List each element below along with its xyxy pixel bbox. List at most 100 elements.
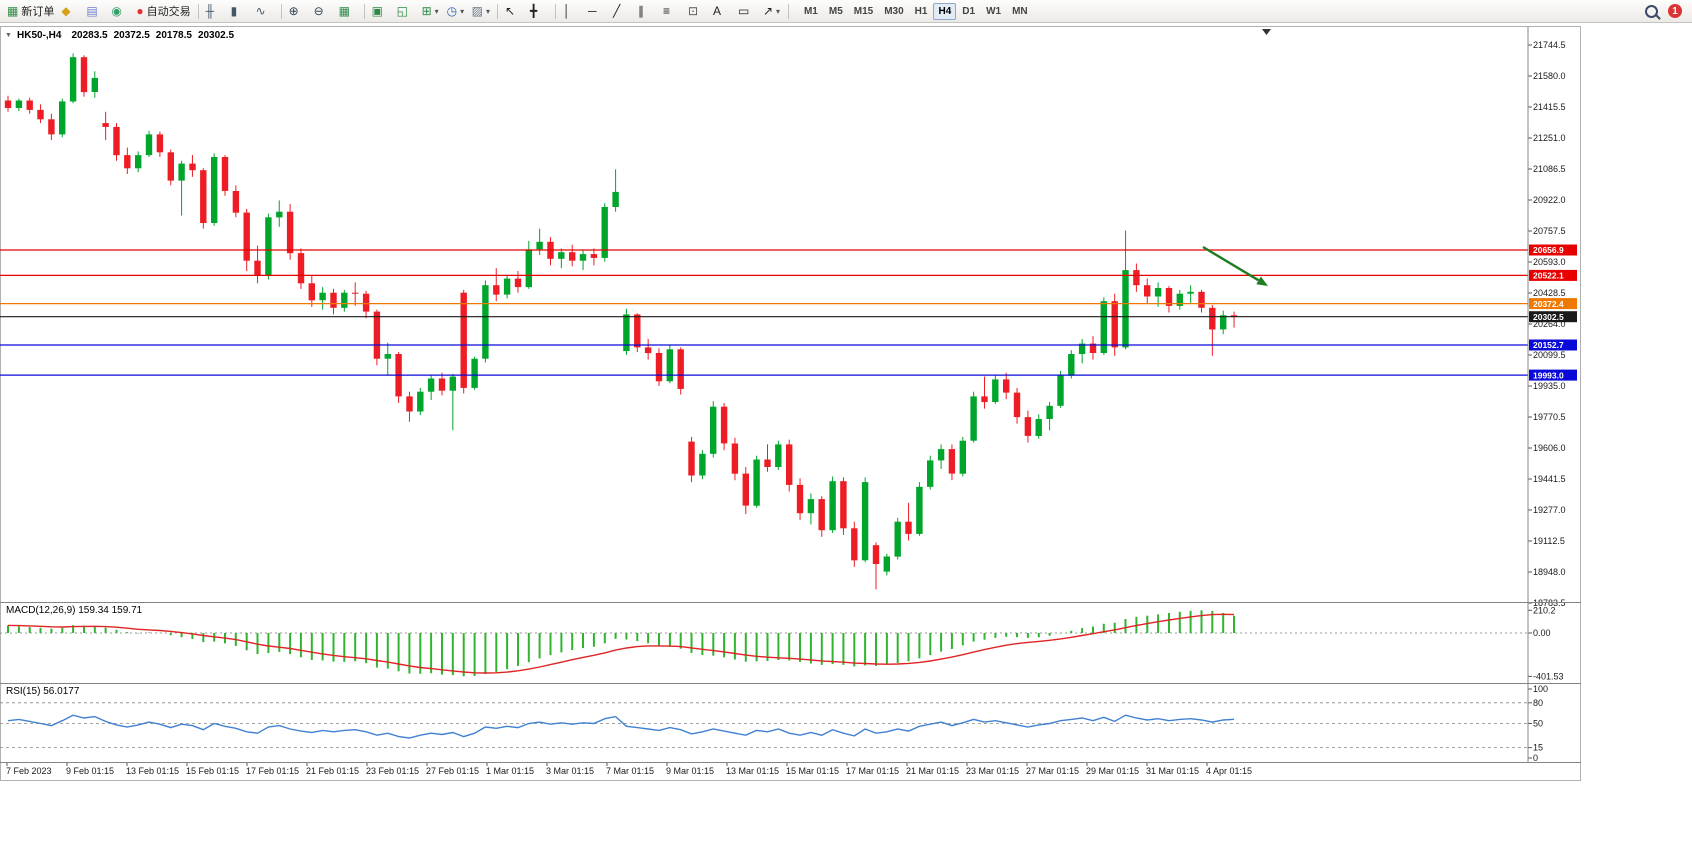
candle-body	[916, 486, 923, 534]
search-icon[interactable]	[1645, 4, 1658, 18]
zoom-in-button[interactable]: ⊕	[286, 1, 310, 22]
profiles-icon: ▤	[86, 4, 98, 18]
candle-body	[764, 459, 771, 467]
line-chart-button[interactable]: ∿	[253, 1, 277, 22]
bar-chart-icon: ╫	[205, 4, 215, 18]
candle-body	[601, 207, 608, 258]
auto-trading-button[interactable]: ● 自动交易	[133, 1, 193, 22]
arrows-button[interactable]: ↗ ▾	[760, 1, 784, 22]
timeframe-m5-button[interactable]: M5	[828, 5, 843, 17]
macd-signal-line	[7, 613, 1235, 674]
chart-high-value: 20372.5	[114, 30, 151, 41]
candle-body	[460, 292, 467, 388]
rsi-line	[7, 714, 1235, 739]
macd-axis-label: 210.2	[1533, 605, 1556, 615]
candle-body	[655, 353, 663, 382]
rsi-axis-label: 80	[1533, 698, 1543, 708]
timeframe-w1-button[interactable]: W1	[986, 5, 1002, 17]
crosshair-button[interactable]: ╋	[527, 1, 551, 22]
rsi-indicator-label: RSI(15) 56.0177	[6, 686, 80, 697]
candle-body	[1046, 405, 1053, 419]
toolbar-separator	[787, 3, 789, 19]
candle-body	[1144, 285, 1151, 297]
candle-body	[482, 285, 489, 359]
price-axis[interactable]: 21744.5 21580.0 21415.5 21251.0 21086.5 20922…	[1528, 40, 1566, 608]
trendline-button[interactable]: ╱	[610, 1, 634, 22]
crosshair-icon: ╋	[529, 4, 538, 18]
channel-icon: ∥	[637, 4, 644, 18]
candle-body	[1089, 343, 1097, 353]
zoom-out-button[interactable]: ⊖	[311, 1, 335, 22]
price-axis-label: 20428.5	[1533, 288, 1566, 298]
candle-body	[514, 278, 522, 288]
candle-body	[362, 293, 370, 312]
time-axis-label: 9 Feb 01:15	[66, 766, 114, 776]
price-tag-label: 20372.4	[1533, 299, 1564, 309]
notification-badge[interactable]: 1	[1668, 4, 1682, 18]
fibonacci-button[interactable]: ≡	[660, 1, 684, 22]
bar-chart-button[interactable]: ╫	[203, 1, 227, 22]
auto-arrange-button[interactable]: ▣	[369, 1, 393, 22]
candlestick-chart-button[interactable]: ▮	[228, 1, 252, 22]
candle-body	[818, 499, 825, 531]
shapes-button[interactable]: ⊡	[685, 1, 709, 22]
candle-body	[1122, 270, 1129, 348]
dropdown-caret-icon: ▾	[776, 6, 781, 16]
time-axis-label: 21 Feb 01:15	[306, 766, 359, 776]
vertical-line-icon: │	[562, 4, 571, 18]
price-tag	[1529, 269, 1577, 281]
periods-button[interactable]: ◷ ▾	[444, 1, 468, 22]
timeframe-h1-button[interactable]: H1	[914, 5, 928, 17]
timeframe-d1-button[interactable]: D1	[962, 5, 976, 17]
candle-body	[634, 314, 641, 348]
candle-body	[503, 278, 511, 295]
timeframe-mn-button[interactable]: MN	[1012, 5, 1028, 17]
tile-windows-button[interactable]: ▦	[336, 1, 360, 22]
toolbar-separator	[280, 3, 282, 19]
candle-body	[156, 134, 164, 153]
timeframe-m30-button[interactable]: M30	[884, 5, 904, 17]
cursor-button[interactable]: ↖	[502, 1, 526, 22]
indicators-icon: ⊞	[421, 4, 432, 18]
text-label-button[interactable]: ▭	[735, 1, 759, 22]
navigator-button[interactable]: ◉	[108, 1, 132, 22]
channel-button[interactable]: ∥	[635, 1, 659, 22]
vertical-line-button[interactable]: │	[560, 1, 584, 22]
candle-body	[666, 349, 673, 382]
arrow-annotation-line[interactable]	[1202, 245, 1260, 282]
candle-body	[807, 499, 815, 514]
timeframe-m15-button[interactable]: M15	[853, 5, 874, 17]
price-tag-label: 20522.1	[1533, 271, 1564, 281]
price-axis-label: 21251.0	[1533, 133, 1566, 143]
horizontal-line-button[interactable]: ─	[585, 1, 609, 22]
candle-body	[145, 134, 153, 156]
timeframe-h4-button[interactable]: H4	[933, 2, 957, 20]
candle-body	[265, 217, 272, 276]
horizontal-line-icon: ─	[587, 4, 597, 18]
profiles-button[interactable]: ▤	[83, 1, 107, 22]
chart-shift-marker[interactable]	[1262, 29, 1271, 35]
cascade-windows-button[interactable]: ◱	[394, 1, 418, 22]
candle-body	[493, 285, 500, 295]
indicators-button[interactable]: ⊞ ▾	[419, 1, 443, 22]
time-axis[interactable]: 7 Feb 2023 9 Feb 01:15 13 Feb 01:15 15 Feb …	[6, 762, 1252, 776]
timeframe-m1-button[interactable]: M1	[803, 5, 818, 17]
chart-collapse-caret[interactable]: ▼	[5, 32, 12, 39]
candle-body	[1187, 291, 1194, 294]
candle-body	[796, 484, 804, 514]
chart-open-value: 20283.5	[71, 30, 108, 41]
new-order-icon: ▦	[7, 4, 19, 18]
candle-body	[525, 249, 532, 288]
candle-body	[1024, 417, 1032, 436]
new-order-button[interactable]: ▦ 新订单	[4, 1, 57, 22]
candle-body	[1176, 293, 1183, 306]
candle-body	[135, 155, 142, 169]
text-button[interactable]: A	[710, 1, 734, 22]
templates-button[interactable]: ▨ ▾	[469, 1, 493, 22]
rsi-axis-label: 15	[1533, 743, 1543, 753]
candle-body	[1230, 315, 1238, 317]
market-watch-button[interactable]: ◆	[58, 1, 82, 22]
candle-body	[200, 170, 207, 223]
candle-body	[927, 460, 934, 487]
candle-body	[243, 212, 250, 261]
